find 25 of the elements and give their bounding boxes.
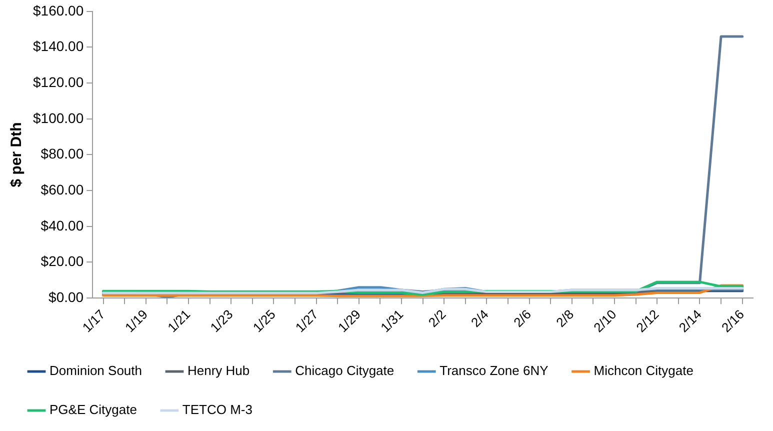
x-tick-label: 2/8 — [553, 306, 577, 330]
y-tick-label: $160.00 — [32, 2, 84, 18]
x-tick-label: 1/19 — [122, 306, 151, 336]
y-tick-label: $140.00 — [32, 38, 84, 54]
legend-label: Chicago Citygate — [295, 363, 394, 378]
legend-label: Michcon Citygate — [594, 363, 694, 378]
legend-label: TETCO M-3 — [182, 402, 252, 418]
x-tick-label: 2/6 — [510, 306, 534, 330]
y-tick-label: $80.00 — [40, 146, 84, 162]
legend-label: PG&E Citygate — [50, 402, 137, 418]
legend-label: Transco Zone 6NY — [440, 363, 549, 378]
x-tick-label: 2/2 — [425, 306, 449, 330]
y-tick-label: $60.00 — [40, 181, 84, 198]
y-tick-label: $20.00 — [40, 253, 84, 270]
x-tick-label: 2/4 — [468, 306, 492, 330]
x-tick-label: 1/31 — [378, 306, 406, 336]
legend-label: Henry Hub — [188, 363, 250, 378]
legend-label: Dominion South — [50, 363, 142, 378]
x-tick-label: 1/29 — [335, 306, 364, 336]
y-tick-label: $100.00 — [32, 110, 84, 126]
y-tick-label: $0.00 — [48, 288, 84, 305]
x-tick-label: 1/21 — [164, 306, 194, 336]
y-axis-title: $ per Dth — [8, 122, 26, 188]
y-tick-label: $120.00 — [32, 74, 84, 90]
y-tick-label: $40.00 — [40, 217, 84, 234]
